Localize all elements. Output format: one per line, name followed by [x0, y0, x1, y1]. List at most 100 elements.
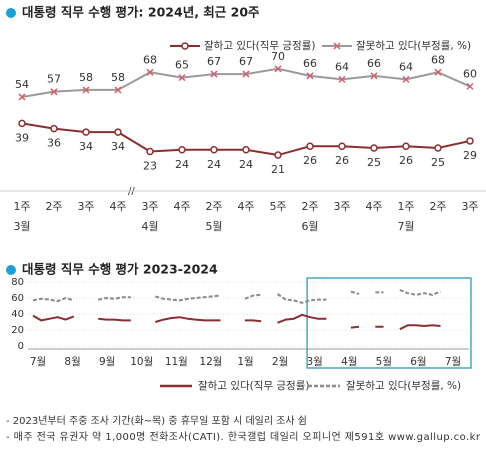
data-label: 54 — [15, 78, 29, 91]
title-bullet — [6, 8, 16, 18]
x-tick-label: 3주 — [141, 200, 158, 213]
x-tick-label: 4주 — [109, 200, 126, 213]
x-tick-label: 2주 — [429, 200, 446, 213]
marker — [178, 146, 186, 154]
data-label: 36 — [47, 137, 61, 150]
x-tick-label: 4주 — [237, 200, 254, 213]
x-tick-label: 1월 — [237, 356, 253, 368]
marker — [146, 147, 154, 156]
y-tick-label: 40 — [11, 309, 24, 320]
legend-marker — [333, 42, 341, 50]
chart-title: 대통령 직무 수행 평가: 2024년, 최근 20주 — [22, 5, 260, 20]
data-label: 58 — [111, 71, 125, 84]
data-label: 58 — [79, 71, 93, 84]
data-label: 24 — [239, 158, 253, 171]
data-label: 34 — [79, 140, 93, 153]
x-tick-label: 9월 — [99, 356, 115, 368]
footnote: - 2023년부터 주중 조사 기간(화~목) 중 휴무일 포함 시 데일리 조… — [6, 415, 307, 427]
legend-label: 잘하고 있다(직무 긍정률) — [198, 379, 309, 392]
x-tick-label: 7월 — [445, 356, 461, 368]
data-label: 68 — [143, 53, 157, 66]
month-label: 6월 — [301, 220, 318, 233]
x-tick-label: 7월 — [30, 356, 46, 368]
x-tick-label: 1주 — [13, 200, 30, 213]
marker — [370, 72, 378, 80]
data-label: 64 — [335, 60, 349, 73]
series-line — [33, 290, 465, 303]
data-label: 26 — [335, 154, 349, 167]
x-tick-label: 3주 — [333, 200, 350, 213]
x-tick-label: 2주 — [301, 200, 318, 213]
x-tick-label: 2주 — [205, 200, 222, 213]
footnote: - 매주 전국 유권자 약 1,000명 전화조사(CATI). 한국갤럽 데일… — [6, 431, 481, 443]
marker — [466, 137, 474, 145]
data-label: 34 — [111, 140, 125, 153]
legend-marker — [181, 42, 189, 50]
x-tick-label: 10월 — [130, 356, 153, 368]
y-tick-label: 60 — [11, 293, 24, 304]
marker — [370, 144, 378, 152]
data-label: 65 — [175, 59, 189, 72]
data-label: 70 — [271, 50, 285, 63]
marker — [402, 75, 410, 83]
marker — [114, 86, 122, 94]
marker — [114, 128, 122, 136]
x-tick-label: 8월 — [64, 356, 80, 368]
marker — [338, 142, 346, 150]
data-label: 66 — [367, 57, 381, 70]
month-label: 4월 — [141, 220, 158, 233]
data-label: 67 — [207, 55, 221, 68]
x-tick-label: 3주 — [77, 200, 94, 213]
x-tick-label: 3주 — [461, 200, 478, 213]
data-label: 24 — [207, 158, 221, 171]
month-label: 7월 — [397, 220, 414, 233]
marker — [274, 151, 282, 159]
x-tick-label: 11월 — [165, 356, 188, 368]
marker — [82, 128, 90, 136]
data-label: 66 — [303, 57, 317, 70]
marker — [82, 86, 90, 94]
data-label: 64 — [399, 60, 413, 73]
marker — [146, 68, 154, 76]
legend-label: 잘못하고 있다(부정률, %) — [356, 39, 471, 52]
marker — [50, 88, 58, 96]
marker — [210, 146, 218, 154]
month-label: 3월 — [13, 220, 30, 233]
x-tick-label: 1주 — [397, 200, 414, 213]
data-label: 67 — [239, 55, 253, 68]
x-tick-label: 5주 — [269, 200, 286, 213]
y-tick-label: 80 — [11, 277, 24, 288]
marker — [434, 144, 442, 152]
marker — [338, 75, 346, 83]
data-label: 26 — [399, 154, 413, 167]
marker — [434, 68, 442, 76]
month-label: 5월 — [205, 220, 222, 233]
data-label: 23 — [143, 160, 157, 173]
marker — [242, 70, 250, 78]
data-label: 29 — [463, 149, 477, 162]
data-label: 24 — [175, 158, 189, 171]
data-label: 25 — [431, 156, 445, 169]
marker — [178, 74, 186, 82]
x-tick-label: 4월 — [341, 356, 357, 368]
x-tick-label: 12월 — [199, 356, 222, 368]
title-bullet — [6, 265, 16, 275]
marker — [274, 65, 282, 73]
legend-label: 잘하고 있다(직무 긍정률) — [204, 39, 315, 52]
marker — [242, 146, 250, 154]
x-tick-label: 2월 — [272, 356, 288, 368]
x-tick-label: 5월 — [376, 356, 392, 368]
x-tick-label: 2주 — [45, 200, 62, 213]
x-tick-label: 6월 — [410, 356, 426, 368]
marker — [466, 82, 474, 90]
data-label: 68 — [431, 53, 445, 66]
marker — [210, 70, 218, 78]
data-label: 21 — [271, 163, 285, 176]
data-label: 57 — [47, 73, 61, 86]
data-label: 39 — [15, 131, 29, 144]
marker — [50, 124, 58, 133]
x-tick-label: 4주 — [173, 200, 190, 213]
marker — [402, 142, 410, 150]
highlight-box — [306, 277, 472, 369]
